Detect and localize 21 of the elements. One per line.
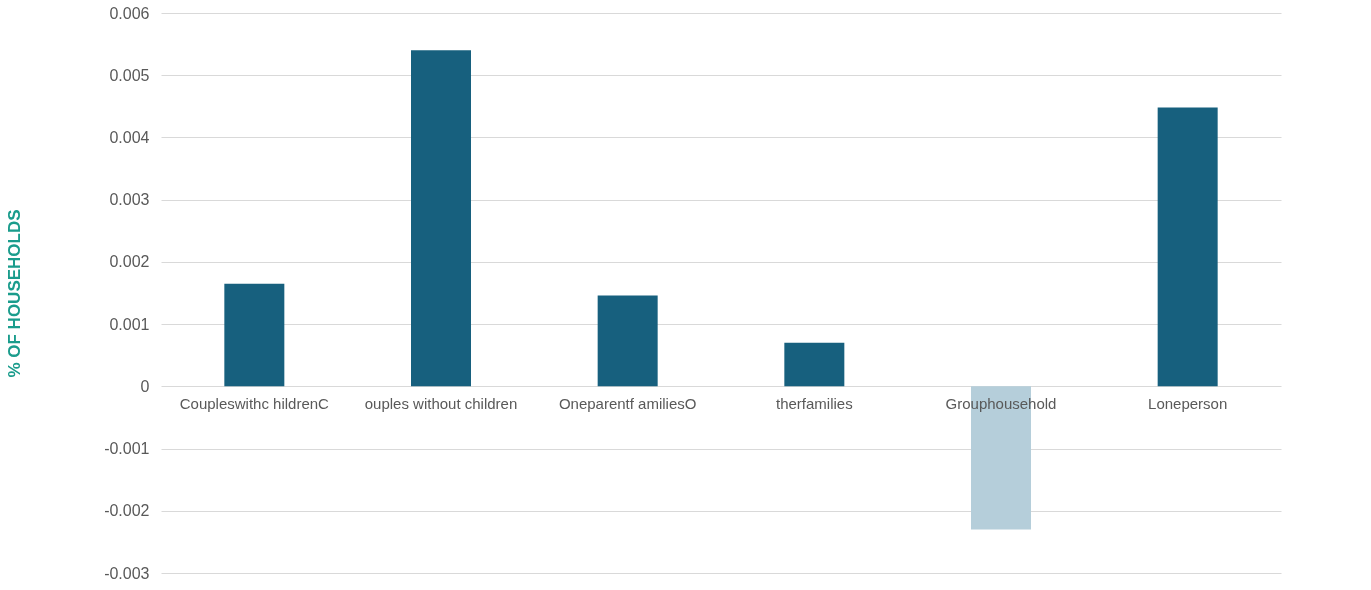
y-tick-label: -0.001 (104, 440, 150, 458)
y-axis-title: % OF HOUSEHOLDS (5, 209, 25, 378)
y-tick-label: 0 (140, 377, 150, 395)
x-tick-label: Coupleswithc hildrenC (179, 394, 330, 412)
bar (224, 283, 285, 387)
x-tick-label: ouples without children (364, 394, 518, 412)
x-tick-label: therfamilies (775, 394, 853, 412)
y-tick-label: 0.001 (109, 315, 150, 333)
y-tick-label: 0.005 (109, 66, 150, 84)
bar (411, 50, 471, 387)
x-tick-label: Oneparentf amiliesO (558, 394, 697, 412)
y-tick-label: 0.003 (109, 191, 150, 209)
y-tick-label: 0.006 (109, 4, 150, 22)
x-tick-label: Loneperson (1148, 394, 1228, 412)
y-tick-label: -0.002 (104, 502, 150, 520)
bar (784, 342, 845, 387)
y-tick-label: 0.002 (109, 253, 150, 271)
y-tick-label: 0.004 (109, 128, 150, 146)
bar (597, 295, 658, 387)
bar (1157, 107, 1218, 387)
y-tick-label: -0.003 (104, 564, 150, 582)
